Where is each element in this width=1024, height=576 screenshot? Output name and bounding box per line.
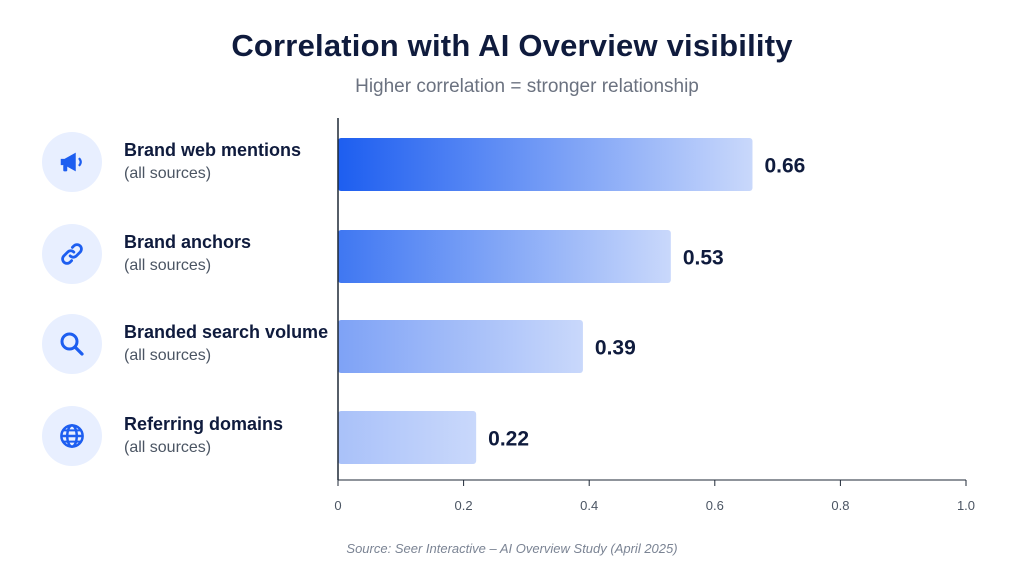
x-tick-label: 0.2	[455, 498, 473, 513]
x-tick-label: 1.0	[957, 498, 975, 513]
chart-title: Correlation with AI Overview visibility	[231, 28, 793, 63]
megaphone-icon	[42, 132, 102, 192]
bars-layer: 0.66 0.53 0.39 0.22	[338, 138, 805, 464]
bar-2	[338, 320, 583, 373]
row-label-main: Brand web mentions	[124, 140, 302, 160]
bar-value-label: 0.66	[764, 155, 805, 178]
row-label-main: Referring domains	[124, 414, 284, 434]
x-tick-label: 0	[334, 498, 341, 513]
row-label-sub: (all sources)	[124, 439, 212, 456]
bar-value-label: 0.53	[683, 247, 724, 270]
bar-value-label: 0.39	[595, 337, 636, 360]
bar-0	[338, 138, 753, 191]
x-tick-label: 0.6	[706, 498, 724, 513]
x-tick-label: 0.8	[831, 498, 849, 513]
source-note: Source: Seer Interactive – AI Overview S…	[346, 541, 678, 556]
bar-3	[338, 411, 477, 464]
row-label-main: Branded search volume	[124, 322, 329, 342]
x-tick-label: 0.4	[580, 498, 598, 513]
chart-subtitle: Higher correlation = stronger relationsh…	[355, 76, 699, 97]
bar-value-label: 0.22	[488, 428, 529, 451]
row-label-sub: (all sources)	[124, 257, 212, 274]
search-icon	[42, 314, 102, 374]
bar-1	[338, 230, 671, 283]
row-label-sub: (all sources)	[124, 165, 212, 182]
x-axis-ticks: 0 0.2 0.4 0.6 0.8 1.0	[334, 480, 975, 513]
globe-icon	[42, 406, 102, 466]
row-label-sub: (all sources)	[124, 347, 212, 364]
row-label-main: Brand anchors	[124, 232, 252, 252]
link-icon	[42, 224, 102, 284]
